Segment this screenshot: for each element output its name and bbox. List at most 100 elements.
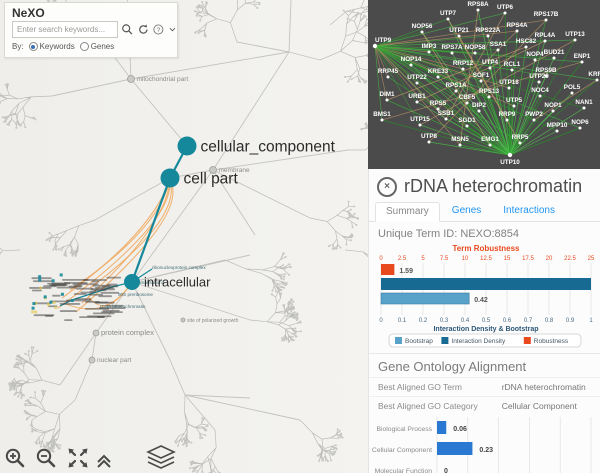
collapse-all-icon[interactable] [95,453,113,471]
gene-node-UTP4[interactable] [488,66,492,70]
svg-text:UTP15: UTP15 [410,116,430,123]
search-icon[interactable] [121,23,134,36]
gene-node-RPS22A[interactable] [486,34,490,38]
gene-node-POL5[interactable] [570,91,574,95]
ontology-node-cell-part[interactable] [160,168,180,188]
gene-node-UTP22[interactable] [415,81,419,85]
gene-node-UTP15[interactable] [418,123,422,127]
gene-node-RPS9B[interactable] [544,74,548,78]
ontology-gray-nodes: mitochondrial part membrane protein comple… [88,75,250,364]
gene-node-UTP18[interactable] [507,86,511,90]
gene-node-NOP1[interactable] [551,109,555,113]
radio-genes[interactable]: Genes [79,42,114,51]
gene-node-UTP6[interactable] [503,11,507,15]
gene-node-KRR1[interactable] [595,78,599,82]
tab-genes[interactable]: Genes [451,205,482,216]
gene-node-IMP3[interactable] [427,50,431,54]
gene-node-NOP56[interactable] [420,30,424,34]
gene-node-UTP7[interactable] [446,17,450,21]
zoom-in-icon[interactable] [4,447,26,469]
svg-text:BMS1: BMS1 [373,111,391,118]
gene-node-RRP9[interactable] [505,118,509,122]
gene-node-SSA1[interactable] [496,48,500,52]
gene-node-PWP2[interactable] [532,118,536,122]
gene-node-DIM1[interactable] [385,98,389,102]
gene-node-NAN1[interactable] [582,106,586,110]
gene-node-UTP13[interactable] [573,38,577,42]
ontology-node-cellular-component[interactable] [177,136,197,156]
gene-node-DIP2[interactable] [477,109,481,113]
gene-node-SSB1[interactable] [444,117,448,121]
radio-keywords-circle[interactable] [28,42,38,51]
ontology-view[interactable]: ribonucleoprotein complex ribosomal subun… [0,0,397,473]
svg-text:?: ? [157,27,161,34]
gene-interaction-panel[interactable]: UTP9 RPS8A UTP6 UTP7 RPS17B NOP56 UTP21 RPS22A R… [368,0,600,169]
tab-interactions[interactable]: Interactions [503,205,555,216]
term-title: rDNA heterochromatin [404,176,583,196]
gene-node-NOP58[interactable] [473,51,477,55]
gene-node-RPS4A[interactable] [515,29,519,33]
gene-node-RPS17B[interactable] [544,18,548,22]
radio-keywords[interactable]: Keywords [28,42,75,51]
gene-node-MSN5[interactable] [458,143,462,147]
gene-node-RPS5[interactable] [436,107,440,111]
close-icon[interactable]: × [377,176,397,197]
ontology-node-intracellular[interactable] [124,274,140,290]
svg-text:UTP7: UTP7 [440,10,457,17]
ontology-node[interactable] [127,75,135,83]
layers-icon[interactable] [146,445,176,471]
gene-node-RPS8A[interactable] [476,8,480,12]
gene-node-ENP1[interactable] [580,60,584,64]
gene-node-RRP5[interactable] [518,141,522,145]
svg-text:NOP56: NOP56 [412,23,433,30]
tab-summary[interactable]: Summary [375,202,440,222]
gene-node-NOP14[interactable] [409,63,413,67]
gene-node-CBF5[interactable] [465,101,469,105]
svg-text:cellular_component: cellular_component [201,139,336,156]
zoom-out-icon[interactable] [35,447,57,469]
gene-node-RPS1A[interactable] [454,89,458,93]
svg-text:ENP1: ENP1 [574,53,591,60]
reset-icon[interactable] [137,23,150,36]
svg-text:KRE33: KRE33 [428,68,449,75]
search-input[interactable] [12,21,118,38]
svg-text:RPS1A: RPS1A [446,82,467,89]
help-icon[interactable]: ? [152,23,165,36]
ontology-node[interactable] [88,356,96,364]
gene-node-UTP20[interactable] [537,80,541,84]
gene-node-HSC82[interactable] [524,45,528,49]
gene-node-SOF1[interactable] [479,79,483,83]
svg-text:Term Robustness: Term Robustness [453,244,521,253]
svg-text:SGD1: SGD1 [458,117,476,124]
gene-node-RCL1[interactable] [510,68,514,72]
svg-text:UTP18: UTP18 [499,79,519,86]
gene-node-BUD21[interactable] [552,56,556,60]
ontology-node[interactable] [180,317,186,323]
gene-edges [374,9,598,156]
ontology-node[interactable] [92,329,100,337]
gene-node-UTP8[interactable] [427,140,431,144]
gene-node-UTP21[interactable] [457,34,461,38]
gene-node-RPS7A[interactable] [450,51,454,55]
gene-node-NOC4[interactable] [538,94,542,98]
gene-node-MPP10[interactable] [555,129,559,133]
fit-screen-icon[interactable] [66,446,90,470]
gene-node-UTP9[interactable] [372,43,378,49]
svg-text:0.2: 0.2 [419,318,428,324]
gene-node-UTP10[interactable] [507,152,513,158]
gene-node-RRP12[interactable] [461,67,465,71]
chevron-down-icon[interactable] [168,23,177,36]
gene-node-BMS1[interactable] [380,118,384,122]
gene-node-RPS13[interactable] [487,95,491,99]
gene-node-NOP4[interactable] [533,58,537,62]
gene-node-EMG1[interactable] [488,143,492,147]
gene-node-URB1[interactable] [415,100,419,104]
gene-node-RPL4A[interactable] [543,39,547,43]
gene-node-RRP45[interactable] [386,75,390,79]
gene-node-SGD1[interactable] [465,124,469,128]
ontology-node[interactable] [209,166,217,174]
radio-genes-circle[interactable] [79,42,89,51]
gene-node-NOP6[interactable] [578,126,582,130]
gene-node-UTP5[interactable] [512,104,516,108]
gene-node-KRE33[interactable] [436,75,440,79]
